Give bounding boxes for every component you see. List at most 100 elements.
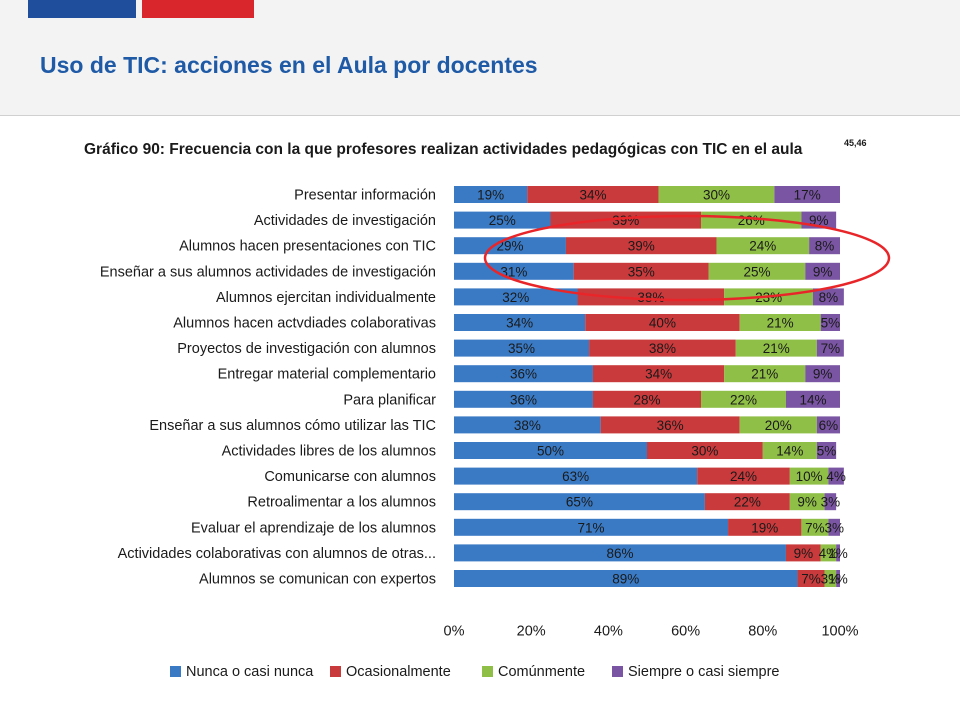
bar-value-label: 31% — [500, 264, 527, 279]
x-tick-label: 80% — [748, 624, 777, 640]
bar-value-label: 28% — [633, 392, 660, 407]
bar-segment — [589, 339, 736, 357]
bar-value-label: 40% — [649, 316, 676, 331]
category-label: Alumnos ejercitan individualmente — [216, 290, 436, 306]
bar-segment — [774, 186, 840, 203]
bar-value-label: 1% — [828, 572, 848, 587]
slide-title: Uso de TIC: acciones en el Aula por doce… — [40, 52, 538, 78]
bar-value-label: 14% — [776, 444, 803, 459]
chart-title-superscript: 45,46 — [844, 138, 867, 148]
bar-value-label: 20% — [765, 418, 792, 433]
bar-value-label: 6% — [819, 418, 839, 433]
bar-labels: 19% 34% 30% 17% 25% 39% 26% 9% 29% 39% 24% 8% 31% 35%… — [477, 188, 848, 587]
bar-segment — [824, 570, 837, 587]
bar-value-label: 38% — [637, 290, 664, 305]
category-label: Entregar material complementario — [218, 367, 436, 383]
bar-value-label: 22% — [734, 495, 761, 510]
bar-value-label: 5% — [821, 316, 841, 331]
bar-segment — [739, 416, 817, 434]
bar-value-label: 3% — [821, 495, 841, 510]
bar-value-label: 21% — [763, 341, 790, 356]
category-label: Para planificar — [343, 392, 436, 408]
bar-value-label: 36% — [510, 367, 537, 382]
bar-segment — [728, 518, 802, 536]
bar-segment — [704, 493, 790, 511]
bar-segment — [454, 390, 593, 408]
bar-value-label: 7% — [805, 520, 825, 535]
bar-value-label: 65% — [566, 495, 593, 510]
bar-value-label: 50% — [537, 444, 564, 459]
bar-segment — [816, 416, 840, 434]
bar-value-label: 24% — [730, 469, 757, 484]
bar-segment — [592, 390, 702, 408]
x-tick-label: 100% — [821, 624, 858, 640]
bar-value-label: 4% — [819, 546, 839, 561]
category-label: Proyectos de investigación con alumnos — [177, 341, 436, 357]
bar-segment — [454, 262, 574, 280]
bar-value-label: 29% — [496, 239, 523, 254]
bar-segment — [454, 314, 586, 331]
bar-segment — [454, 493, 705, 511]
bar-segment — [592, 365, 725, 383]
bar-value-label: 21% — [751, 367, 778, 382]
bar-value-label: 32% — [502, 290, 529, 305]
bar-value-label: 7% — [821, 341, 841, 356]
bar-segment — [797, 570, 825, 587]
bar-value-label: 26% — [738, 213, 765, 228]
category-labels: Presentar información Actividades de inve… — [100, 188, 436, 588]
bar-value-label: 34% — [579, 188, 606, 203]
category-label: Enseñar a sus alumnos cómo utilizar las … — [149, 418, 436, 434]
bar-segment — [697, 467, 790, 485]
category-label: Alumnos hacen actvdiades colaborativas — [173, 316, 436, 332]
bar-value-label: 9% — [794, 546, 814, 561]
legend-swatch — [482, 666, 493, 677]
legend-label: Nunca o casi nunca — [186, 664, 314, 680]
bar-value-label: 22% — [730, 392, 757, 407]
bar-segment — [658, 186, 775, 203]
category-label: Alumnos se comunican con expertos — [199, 572, 436, 588]
highlight-ellipse — [483, 214, 891, 302]
bar-segment — [454, 365, 593, 383]
bar-segment — [836, 544, 840, 562]
bar-segment — [836, 570, 840, 587]
bar-segment — [573, 262, 709, 280]
bar-segment — [820, 544, 837, 562]
bar-value-label: 86% — [606, 546, 633, 561]
legend-label: Ocasionalmente — [346, 664, 451, 680]
bar-value-label: 35% — [508, 341, 535, 356]
chart-title: Gráfico 90: Frecuencia con la que profes… — [84, 141, 803, 158]
bar-value-label: 14% — [799, 392, 826, 407]
bar-value-label: 25% — [489, 213, 516, 228]
bar-segment — [454, 570, 798, 587]
bar-segment — [454, 186, 528, 203]
bar-value-label: 3% — [821, 572, 841, 587]
category-label: Retroalimentar a los alumnos — [247, 495, 436, 511]
flag-blue-stripe — [28, 0, 136, 18]
bars — [454, 186, 844, 587]
bar-value-label: 39% — [628, 239, 655, 254]
flag-red-stripe — [142, 0, 254, 18]
x-tick-label: 20% — [517, 624, 546, 640]
bar-segment — [454, 544, 786, 562]
bar-value-label: 17% — [794, 188, 821, 203]
legend-swatch — [330, 666, 341, 677]
bar-segment — [716, 237, 810, 255]
bar-value-label: 38% — [514, 418, 541, 433]
bar-value-label: 63% — [562, 469, 589, 484]
bar-value-label: 7% — [801, 572, 821, 587]
bar-segment — [600, 416, 740, 434]
category-label: Actividades libres de los alumnos — [222, 444, 436, 460]
bar-value-label: 71% — [578, 520, 605, 535]
bar-value-label: 10% — [796, 469, 823, 484]
bar-segment — [812, 288, 844, 306]
x-tick-label: 0% — [444, 624, 465, 640]
legend-label: Siempre o casi siempre — [628, 664, 780, 680]
bar-segment — [809, 237, 840, 255]
bar-value-label: 19% — [477, 188, 504, 203]
bar-segment — [762, 442, 817, 459]
category-label: Enseñar a sus alumnos actividades de inv… — [100, 264, 436, 280]
bar-segment — [789, 467, 829, 485]
bar-segment — [454, 518, 729, 536]
legend: Nunca o casi nunca Ocasionalmente Comúnmen… — [170, 664, 780, 680]
bar-value-label: 8% — [815, 239, 835, 254]
